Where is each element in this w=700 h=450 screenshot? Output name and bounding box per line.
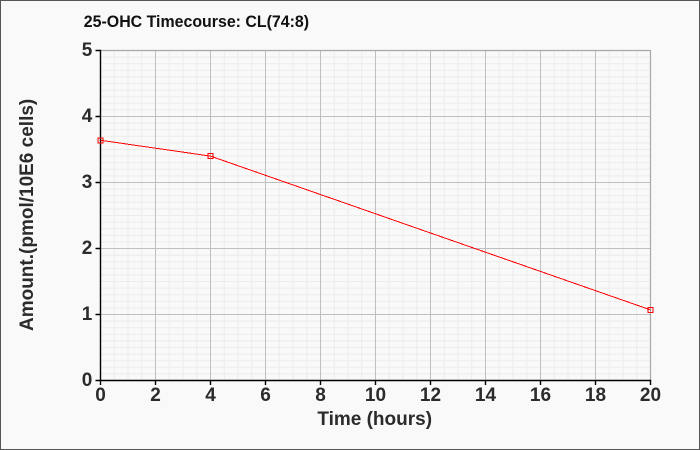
svg-text:2: 2 [150, 385, 161, 406]
svg-text:5: 5 [82, 40, 93, 61]
svg-text:0: 0 [82, 370, 93, 391]
svg-text:8: 8 [315, 385, 326, 406]
svg-text:25-OHC Timecourse: CL(74:8): 25-OHC Timecourse: CL(74:8) [84, 12, 309, 31]
svg-text:12: 12 [420, 385, 441, 406]
svg-text:18: 18 [585, 385, 606, 406]
svg-text:Amount.(pmol/10E6 cells): Amount.(pmol/10E6 cells) [17, 99, 38, 331]
svg-text:16: 16 [530, 385, 551, 406]
svg-text:2: 2 [82, 238, 93, 259]
svg-text:1: 1 [82, 304, 93, 325]
svg-text:3: 3 [82, 172, 93, 193]
svg-text:4: 4 [82, 106, 93, 127]
svg-text:4: 4 [205, 385, 216, 406]
svg-text:20: 20 [640, 385, 661, 406]
svg-text:6: 6 [260, 385, 271, 406]
svg-text:10: 10 [365, 385, 386, 406]
svg-text:14: 14 [475, 385, 497, 406]
svg-text:Time (hours): Time (hours) [317, 409, 432, 430]
svg-text:0: 0 [95, 385, 106, 406]
